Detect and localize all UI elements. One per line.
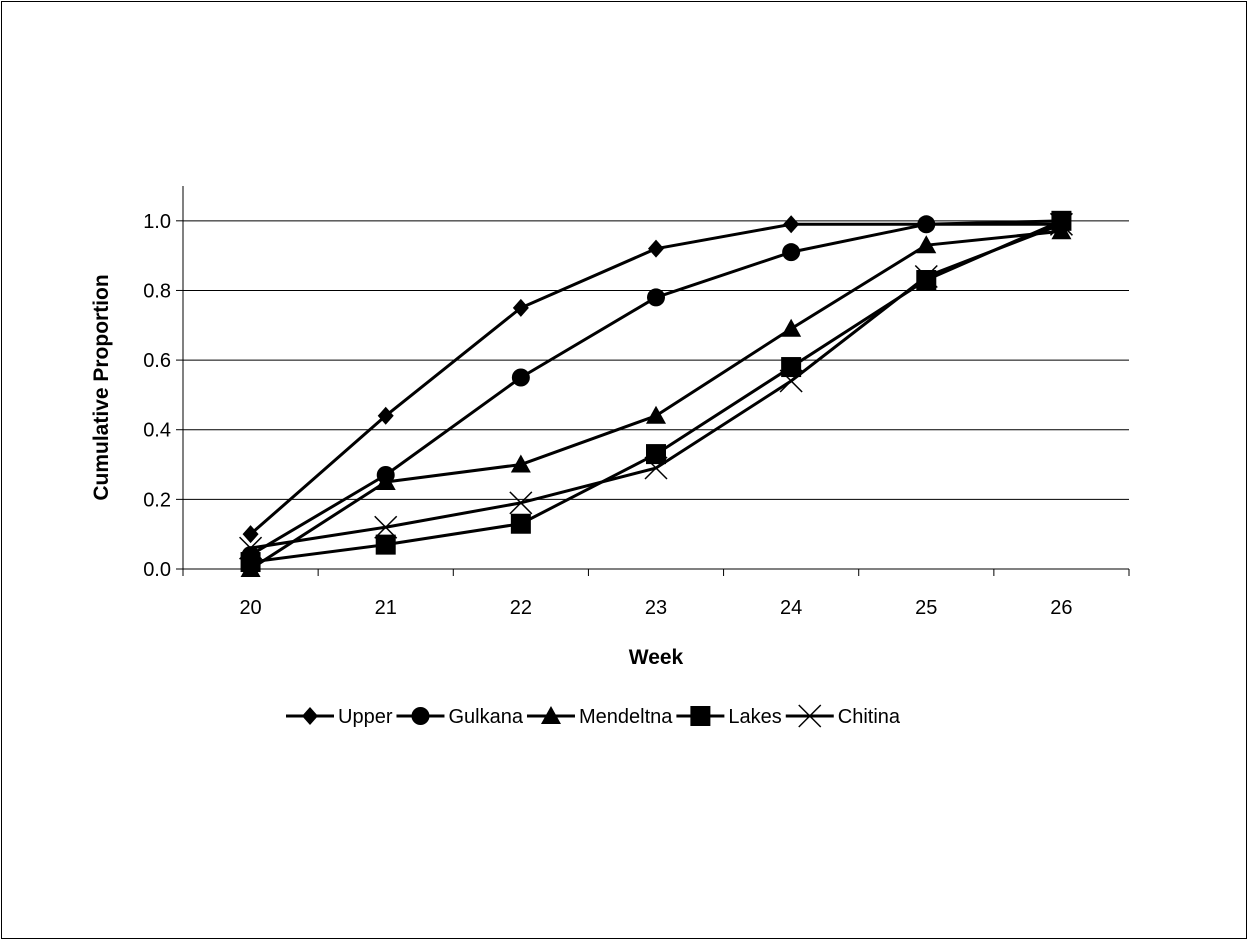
- x-axis-title: Week: [629, 646, 684, 669]
- legend-marker-gulkana: [411, 707, 430, 725]
- tick-labels: 0.0 0.2 0.4 0.6 0.8 1.0 20 21 22 23 24 25 26: [143, 211, 1072, 619]
- gridlines: [183, 220, 1129, 500]
- legend-label-chitina: Chitina: [838, 706, 901, 728]
- legend-marker-mendeltna: [540, 706, 561, 724]
- x-tick-label: 24: [780, 597, 802, 619]
- x-tick-label: 21: [375, 597, 397, 619]
- series-line-upper: [249, 219, 1062, 536]
- series-lakes: [240, 210, 1072, 573]
- y-tick-label: 0.4: [143, 420, 171, 442]
- data-point-mendeltna-24: [781, 318, 802, 337]
- data-point-mendeltna-21: [375, 471, 396, 490]
- data-point-mendeltna-25: [916, 235, 937, 254]
- data-point-lakes-21: [375, 534, 396, 555]
- legend-label-gulkana: Gulkana: [448, 706, 523, 728]
- series-group: [239, 210, 1073, 577]
- data-point-lakes-24: [781, 357, 802, 378]
- x-tick-label: 23: [645, 597, 667, 619]
- data-point-chitina-25: [914, 264, 938, 289]
- legend-item-upper: Upper: [286, 706, 393, 728]
- data-point-lakes-23: [646, 444, 666, 465]
- x-tick-label: 22: [510, 597, 532, 619]
- data-point-chitina-20: [239, 536, 263, 560]
- data-point-gulkana-23: [647, 288, 665, 307]
- data-point-upper-23: [648, 239, 664, 258]
- legend-item-gulkana: Gulkana: [396, 706, 524, 728]
- x-tick-label: 26: [1050, 597, 1072, 619]
- data-point-chitina-23: [644, 456, 668, 480]
- data-point-mendeltna-23: [646, 405, 666, 424]
- legend-marker-upper: [302, 707, 318, 725]
- y-tick-label: 0.8: [143, 280, 171, 302]
- legend-marker-lakes: [690, 706, 711, 726]
- data-point-gulkana-25: [917, 215, 936, 234]
- y-tick-label: 0.2: [143, 489, 171, 511]
- legend-item-chitina: Chitina: [785, 704, 901, 728]
- x-tick-label: 25: [915, 597, 937, 619]
- data-point-lakes-20: [240, 552, 261, 573]
- data-point-mendeltna-22: [510, 454, 531, 473]
- data-point-lakes-22: [510, 513, 531, 534]
- axes: [176, 186, 1130, 576]
- legend-item-lakes: Lakes: [676, 706, 782, 728]
- y-tick-label: 1.0: [143, 211, 171, 233]
- legend-label-lakes: Lakes: [728, 706, 781, 728]
- y-tick-label: 0.0: [143, 559, 171, 581]
- series-line-mendeltna: [249, 229, 1062, 571]
- y-axis-title: Cumulative Proportion: [90, 274, 113, 500]
- data-point-upper-21: [377, 406, 394, 425]
- y-tick-label: 0.6: [143, 350, 171, 372]
- data-point-chitina-24: [779, 369, 803, 393]
- data-point-chitina-26: [1049, 212, 1073, 236]
- data-point-chitina-22: [509, 491, 533, 515]
- legend-marker-chitina: [798, 704, 822, 728]
- series-mendeltna: [240, 221, 1072, 577]
- legend-item-mendeltna: Mendeltna: [526, 706, 673, 728]
- data-point-upper-24: [783, 215, 800, 234]
- legend: Upper Gulkana Mendeltna Lakes Chitina: [286, 704, 901, 728]
- series-chitina: [239, 212, 1073, 560]
- x-tick-label: 20: [239, 597, 261, 619]
- data-point-gulkana-22: [511, 368, 530, 387]
- data-point-upper-20: [242, 525, 259, 544]
- data-point-upper-22: [512, 298, 529, 317]
- legend-label-mendeltna: Mendeltna: [579, 706, 673, 728]
- data-point-gulkana-24: [782, 243, 801, 262]
- data-point-chitina-21: [374, 515, 398, 539]
- legend-label-upper: Upper: [338, 706, 393, 728]
